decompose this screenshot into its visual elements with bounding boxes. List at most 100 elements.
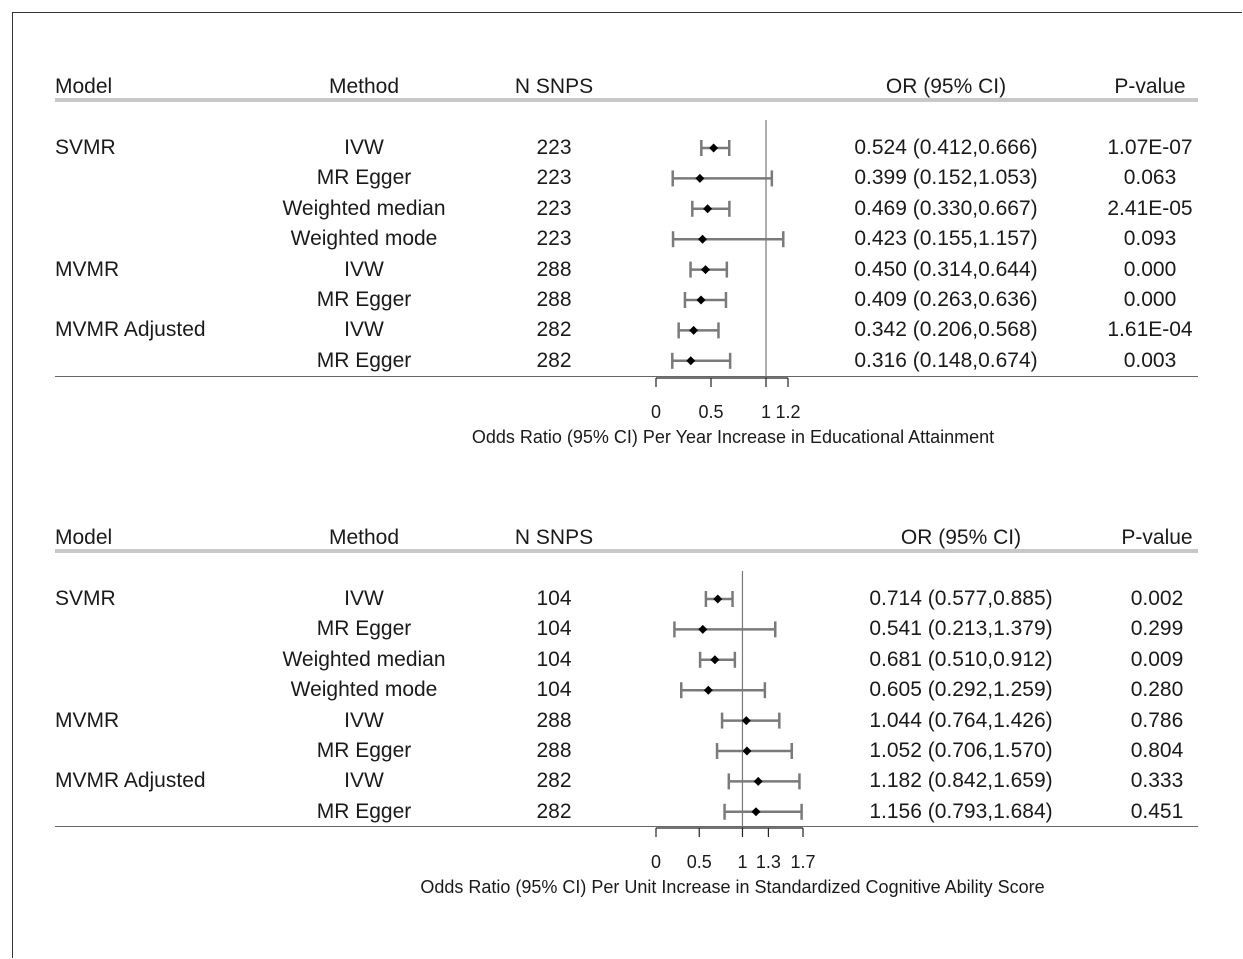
row-pvalue: 1.07E-07 <box>1107 136 1193 159</box>
x-tick-label: 1.7 <box>790 852 816 872</box>
header-rule <box>55 549 1198 553</box>
row-nsnps: 282 <box>536 799 572 823</box>
point-estimate <box>703 685 713 695</box>
row-pvalue: 0.000 <box>1123 257 1177 281</box>
x-tick-label: 1.2 <box>775 402 801 422</box>
x-axis-title: Odds Ratio (95% CI) Per Unit Increase in… <box>420 877 1045 897</box>
row-or-ci: 1.182 (0.842,1.659) <box>869 769 1053 793</box>
row-method: IVW <box>344 136 384 159</box>
row-or-ci: 1.044 (0.764,1.426) <box>869 708 1053 732</box>
point-estimate <box>696 295 706 305</box>
point-estimate <box>713 594 723 604</box>
x-tick-label: 0.5 <box>698 402 724 422</box>
row-model: MVMR <box>55 257 120 281</box>
header-pvalue: P-value <box>1114 75 1186 98</box>
row-nsnps: 282 <box>536 769 572 793</box>
row-nsnps: 282 <box>536 318 572 342</box>
x-tick-label: 0 <box>650 852 662 872</box>
row-or-ci: 1.156 (0.793,1.684) <box>869 799 1053 823</box>
point-estimate <box>698 624 708 634</box>
point-estimate <box>742 746 752 756</box>
point-estimate <box>753 776 763 786</box>
row-or-ci: 0.342 (0.206,0.568) <box>854 318 1038 342</box>
row-pvalue: 0.000 <box>1123 288 1177 311</box>
row-nsnps: 104 <box>536 617 572 641</box>
row-pvalue: 2.41E-05 <box>1107 196 1193 220</box>
row-method: MR Egger <box>316 617 412 641</box>
x-tick-label: 1 <box>737 852 748 872</box>
row-pvalue: 0.786 <box>1130 708 1184 732</box>
point-estimate <box>695 173 705 183</box>
point-estimate <box>686 356 696 366</box>
row-method: IVW <box>344 318 384 342</box>
row-pvalue: 0.280 <box>1130 678 1184 702</box>
header-or-ci: OR (95% CI) <box>900 526 1022 549</box>
row-model: SVMR <box>55 136 116 159</box>
x-tick-label: 0 <box>650 402 662 422</box>
header-model: Model <box>55 526 113 549</box>
row-nsnps: 288 <box>536 739 572 762</box>
table-bottom-rule <box>55 376 1198 377</box>
row-or-ci: 0.409 (0.263,0.636) <box>854 288 1038 311</box>
row-pvalue: 0.002 <box>1130 587 1184 610</box>
row-pvalue: 0.009 <box>1130 647 1184 671</box>
row-nsnps: 223 <box>536 166 572 190</box>
row-pvalue: 1.61E-04 <box>1107 318 1193 342</box>
point-estimate <box>741 716 751 726</box>
row-or-ci: 0.714 (0.577,0.885) <box>869 587 1053 610</box>
row-or-ci: 0.541 (0.213,1.379) <box>869 617 1053 641</box>
row-nsnps: 282 <box>536 348 572 372</box>
row-method: IVW <box>344 708 384 732</box>
point-estimate <box>701 265 710 275</box>
point-estimate <box>709 143 719 153</box>
row-pvalue: 0.093 <box>1123 227 1177 251</box>
row-model: SVMR <box>55 587 116 610</box>
row-or-ci: 0.681 (0.510,0.912) <box>869 647 1053 671</box>
row-nsnps: 223 <box>536 136 572 159</box>
row-nsnps: 104 <box>536 587 572 610</box>
row-method: MR Egger <box>316 799 412 823</box>
point-estimate <box>751 807 761 817</box>
row-method: MR Egger <box>316 166 412 190</box>
header-model: Model <box>55 75 113 98</box>
x-tick-label: 0.5 <box>686 852 712 872</box>
row-nsnps: 288 <box>536 288 572 311</box>
x-tick-label: 1 <box>760 402 772 422</box>
row-pvalue: 0.804 <box>1130 739 1184 762</box>
row-pvalue: 0.003 <box>1123 348 1177 372</box>
point-estimate <box>710 655 720 665</box>
row-pvalue: 0.299 <box>1130 617 1184 641</box>
row-method: IVW <box>344 257 384 281</box>
header-rule <box>55 98 1198 102</box>
row-or-ci: 1.052 (0.706,1.570) <box>869 739 1053 762</box>
row-nsnps: 104 <box>536 678 572 702</box>
header-or-ci: OR (95% CI) <box>885 75 1007 98</box>
header-nsnps: N SNPS <box>514 75 594 98</box>
row-method: MR Egger <box>316 348 412 372</box>
row-method: IVW <box>344 769 384 793</box>
row-pvalue: 0.451 <box>1130 799 1184 823</box>
row-method: Weighted median <box>282 196 446 220</box>
row-method: Weighted median <box>282 647 446 671</box>
point-estimate <box>698 234 708 244</box>
row-method: IVW <box>344 587 384 610</box>
row-or-ci: 0.605 (0.292,1.259) <box>869 678 1053 702</box>
row-method: MR Egger <box>316 739 412 762</box>
row-method: Weighted mode <box>290 227 438 251</box>
row-nsnps: 288 <box>536 708 572 732</box>
table-bottom-rule <box>55 826 1198 827</box>
row-pvalue: 0.063 <box>1123 166 1177 190</box>
row-or-ci: 0.316 (0.148,0.674) <box>854 348 1038 372</box>
point-estimate <box>703 204 713 214</box>
row-nsnps: 288 <box>536 257 572 281</box>
header-method: Method <box>328 75 400 98</box>
row-method: Weighted mode <box>290 678 438 702</box>
row-or-ci: 0.524 (0.412,0.666) <box>854 136 1038 159</box>
row-method: MR Egger <box>316 288 412 311</box>
row-pvalue: 0.333 <box>1130 769 1184 793</box>
row-or-ci: 0.423 (0.155,1.157) <box>854 227 1038 251</box>
row-model: MVMR <box>55 708 120 732</box>
point-estimate <box>689 325 699 335</box>
